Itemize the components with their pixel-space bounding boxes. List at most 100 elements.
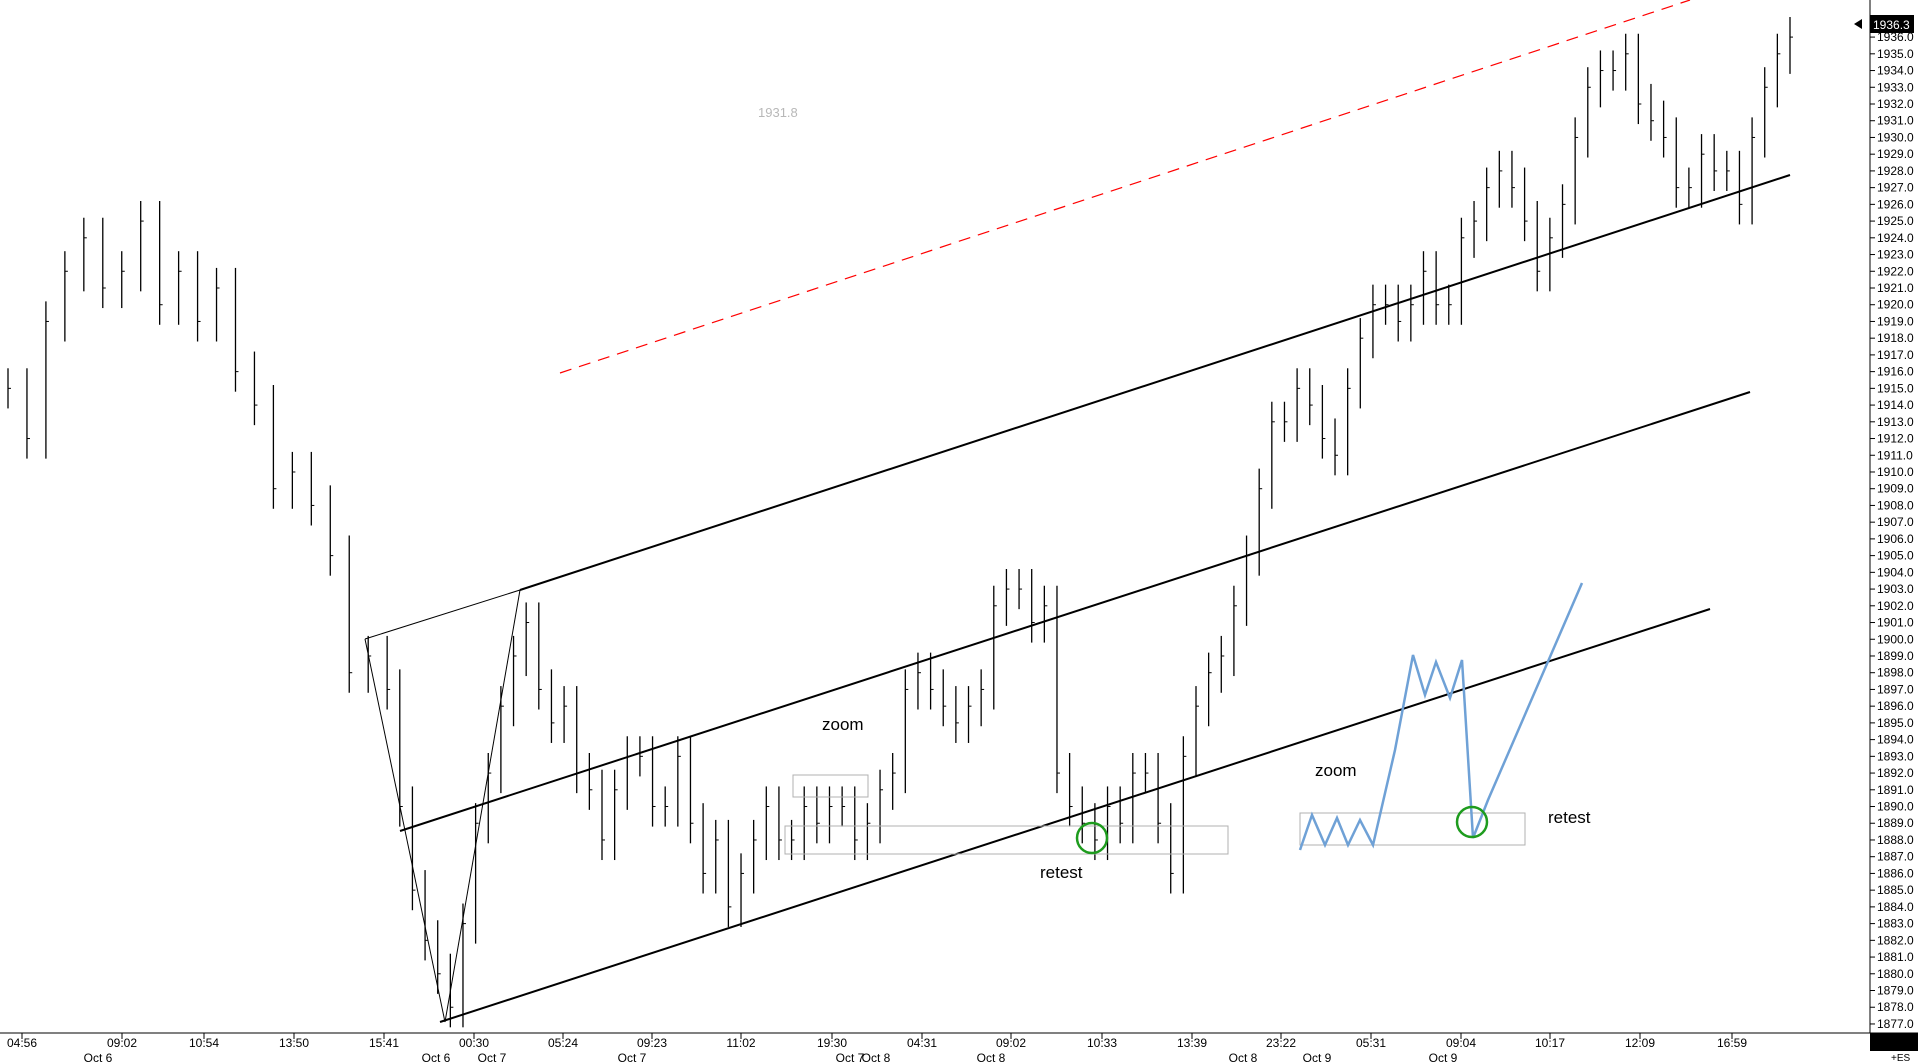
swing-line-2 (444, 589, 521, 1023)
date-tick-label: Oct 9 (1303, 1051, 1332, 1063)
annotation-zoom-1: zoom (822, 715, 864, 734)
zoom-retest-zone-box (1299, 812, 1526, 846)
price-tick-label: 1929.0 (1877, 147, 1914, 161)
zoom-small-box (792, 774, 869, 798)
price-tick-label: 1889.0 (1877, 816, 1914, 830)
price-axis-ticks: 1877.0 1878.0 1879.0 1880.0 1881.0 1882.0 1883… (1870, 13, 1914, 1031)
price-tick-label: 1933.0 (1877, 80, 1914, 94)
price-tick-label: 1927.0 (1877, 181, 1914, 195)
price-tick-label: 1931.0 (1877, 114, 1914, 128)
price-tick-label: 1919.0 (1877, 314, 1914, 328)
price-tick-label: 1899.0 (1877, 649, 1914, 663)
price-tick-label: 1918.0 (1877, 331, 1914, 345)
zoom-schematic-path (1298, 582, 1584, 851)
price-tick-label: 1904.0 (1877, 565, 1914, 579)
date-tick-label: Oct 9 (1429, 1051, 1458, 1063)
price-tick-label: 1936.0 (1877, 30, 1914, 44)
time-tick-label: 04:56 (7, 1036, 37, 1050)
retest-zone-box (784, 825, 1229, 855)
time-tick-label: 05:31 (1356, 1036, 1386, 1050)
time-tick-label: 10:17 (1535, 1036, 1565, 1050)
corner-box (1870, 1033, 1918, 1051)
price-tick-label: 1930.0 (1877, 130, 1914, 144)
price-tick-label: 1923.0 (1877, 248, 1914, 262)
price-tick-label: 1888.0 (1877, 833, 1914, 847)
price-tick-label: 1934.0 (1877, 64, 1914, 78)
time-tick-label: 09:02 (107, 1036, 137, 1050)
time-tick-label: 15:41 (369, 1036, 399, 1050)
date-tick-label: Oct 7 (836, 1051, 865, 1063)
price-tick-label: 1926.0 (1877, 197, 1914, 211)
price-tick-label: 1881.0 (1877, 950, 1914, 964)
price-tick-label: 1893.0 (1877, 749, 1914, 763)
date-tick-label: Oct 8 (862, 1051, 891, 1063)
price-tick-label: 1882.0 (1877, 933, 1914, 947)
last-price-badge (1870, 15, 1914, 33)
last-price-arrow-icon (1854, 19, 1862, 29)
price-tick-label: 1891.0 (1877, 783, 1914, 797)
time-tick-label: 16:59 (1717, 1036, 1747, 1050)
time-tick-label: 09:23 (637, 1036, 667, 1050)
price-marker-label: 1931.8 (758, 105, 798, 120)
price-tick-label: 1921.0 (1877, 281, 1914, 295)
price-tick-label: 1884.0 (1877, 900, 1914, 914)
price-tick-label: 1894.0 (1877, 733, 1914, 747)
price-tick-label: 1917.0 (1877, 348, 1914, 362)
price-tick-label: 1924.0 (1877, 231, 1914, 245)
time-tick-label: 05:24 (548, 1036, 578, 1050)
retest-circle-zoom (1455, 805, 1489, 839)
symbol-label: +ES (1891, 1053, 1911, 1063)
price-tick-label: 1877.0 (1877, 1017, 1914, 1031)
price-tick-label: 1907.0 (1877, 515, 1914, 529)
price-tick-label: 1886.0 (1877, 866, 1914, 880)
price-tick-label: 1935.0 (1877, 47, 1914, 61)
time-tick-label: 09:02 (996, 1036, 1026, 1050)
price-tick-label: 1906.0 (1877, 532, 1914, 546)
price-tick-label: 1895.0 (1877, 716, 1914, 730)
price-tick-label: 1883.0 (1877, 917, 1914, 931)
price-tick-label: 1902.0 (1877, 599, 1914, 613)
annotation-zoom-2: zoom (1315, 761, 1357, 780)
price-tick-label: 1892.0 (1877, 766, 1914, 780)
date-tick-label: Oct 7 (618, 1051, 647, 1063)
time-tick-label: 00:30 (459, 1036, 489, 1050)
time-tick-label: 10:54 (189, 1036, 219, 1050)
retest-circle-chart (1075, 821, 1109, 855)
price-tick-label: 1912.0 (1877, 432, 1914, 446)
price-tick-label: 1903.0 (1877, 582, 1914, 596)
channel-middle-line (399, 391, 1751, 832)
swing-line-1 (364, 638, 446, 1023)
time-tick-label: 11:02 (726, 1036, 755, 1050)
red-dashed-trendline (559, 0, 1691, 374)
price-tick-label: 1898.0 (1877, 666, 1914, 680)
price-tick-label: 1915.0 (1877, 381, 1914, 395)
price-tick-label: 1879.0 (1877, 984, 1914, 998)
date-tick-label: Oct 7 (478, 1051, 507, 1063)
price-tick-label: 1900.0 (1877, 632, 1914, 646)
price-tick-label: 1878.0 (1877, 1000, 1914, 1014)
time-axis-ticks: 04:56 09:02 10:54 13:50 15:41 00:30 05:24 09:23… (7, 1033, 1747, 1063)
price-tick-label: 1909.0 (1877, 482, 1914, 496)
channel-top-left-line (364, 589, 521, 640)
time-tick-label: 10:33 (1087, 1036, 1117, 1050)
date-tick-label: Oct 8 (1229, 1051, 1258, 1063)
price-tick-label: 1880.0 (1877, 967, 1914, 981)
price-tick-label: 1916.0 (1877, 365, 1914, 379)
last-price-label: 1936.3 (1873, 18, 1910, 32)
price-tick-label: 1887.0 (1877, 850, 1914, 864)
date-tick-label: Oct 6 (422, 1051, 451, 1063)
time-tick-label: 23:22 (1266, 1036, 1296, 1050)
price-tick-label: 1920.0 (1877, 298, 1914, 312)
price-tick-label: 1910.0 (1877, 465, 1914, 479)
price-tick-label: 1911.0 (1877, 448, 1913, 462)
price-tick-label: 1922.0 (1877, 264, 1914, 278)
time-tick-label: 19:30 (817, 1036, 847, 1050)
time-tick-label: 12:09 (1625, 1036, 1655, 1050)
annotation-retest-2: retest (1548, 808, 1591, 827)
time-tick-label: 09:04 (1446, 1036, 1476, 1050)
price-tick-label: 1925.0 (1877, 214, 1914, 228)
price-tick-label: 1901.0 (1877, 616, 1914, 630)
